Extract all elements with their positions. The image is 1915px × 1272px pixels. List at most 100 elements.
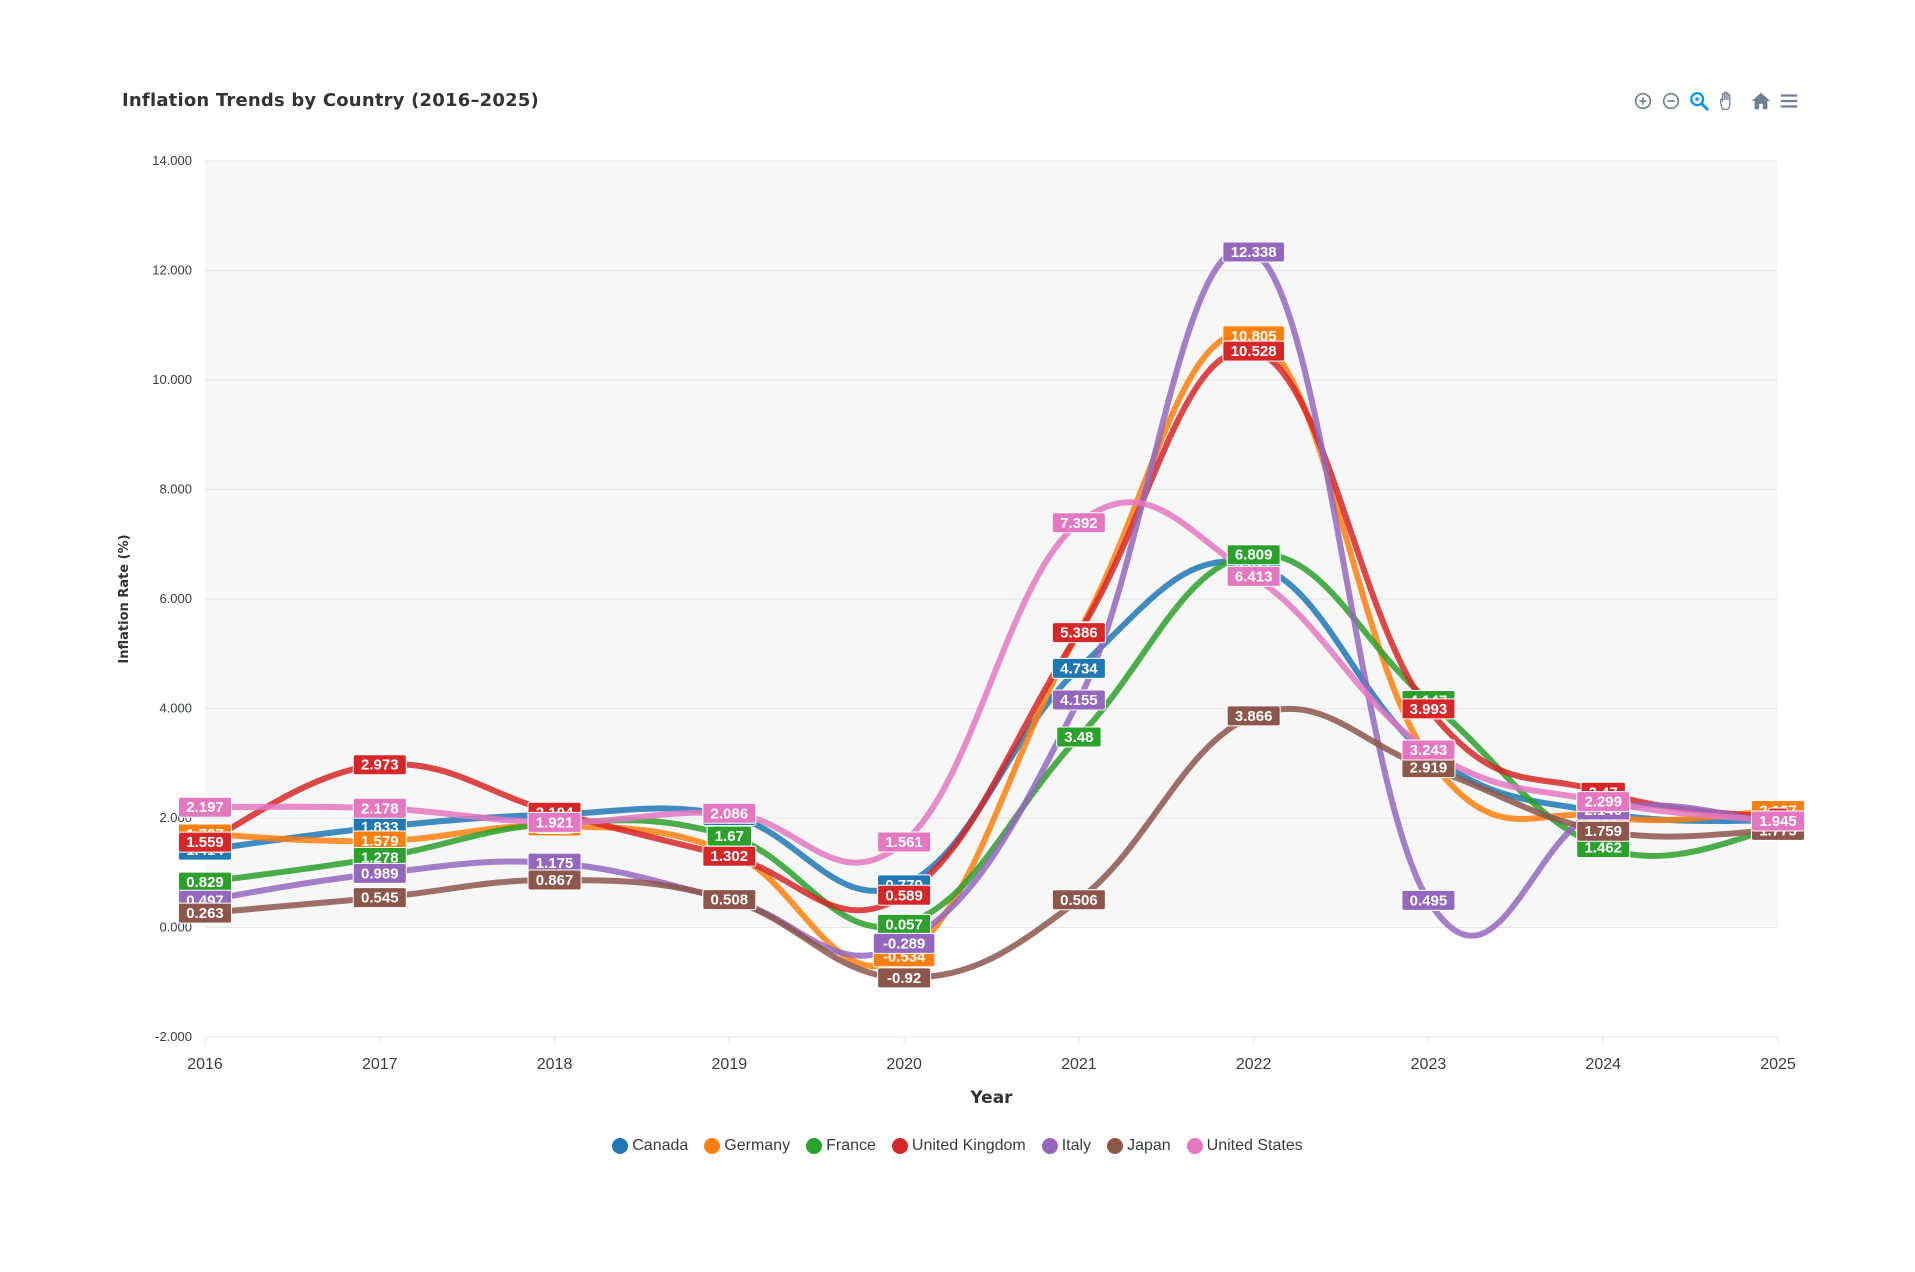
- data-label-bg: [352, 887, 407, 909]
- data-label-bg: [877, 967, 932, 989]
- data-label-text: 6.413: [1235, 568, 1273, 585]
- data-label-text: 0.506: [1060, 892, 1098, 909]
- data-label-text: 2.086: [711, 805, 749, 822]
- x-tick-label: 2016: [187, 1056, 223, 1073]
- legend-marker-icon: [612, 1138, 629, 1154]
- data-label-united-states: 2.086: [702, 802, 757, 824]
- data-label-text: 4.155: [1060, 692, 1098, 709]
- data-label-text: 3.993: [1410, 701, 1448, 718]
- data-label-text: 2.197: [186, 799, 224, 816]
- data-label-bg: [1226, 544, 1281, 566]
- reset-home-icon[interactable]: [1750, 90, 1772, 112]
- legend-label: Germany: [724, 1137, 791, 1154]
- data-label-text: 2.299: [1584, 794, 1622, 811]
- data-label-text: 2.178: [361, 800, 399, 817]
- data-label-bg: [1051, 689, 1106, 711]
- data-label-bg: [702, 889, 757, 911]
- data-label-japan: -0.92: [877, 967, 932, 989]
- x-tick-label: 2021: [1061, 1056, 1097, 1073]
- data-label-japan: 0.263: [178, 902, 232, 924]
- grid-band: [205, 599, 1778, 709]
- data-label-text: 1.559: [186, 834, 224, 851]
- data-label-text: 1.462: [1584, 839, 1622, 856]
- y-tick-label: 4.000: [159, 701, 192, 716]
- legend-label: France: [826, 1137, 876, 1154]
- pan-hand-icon[interactable]: [1716, 90, 1738, 112]
- data-label-france: 0.829: [178, 871, 232, 893]
- grid-band: [205, 270, 1778, 380]
- data-label-text: 1.579: [361, 833, 399, 850]
- data-label-text: 3.866: [1235, 708, 1273, 725]
- data-label-italy: 4.155: [1051, 689, 1106, 711]
- data-label-text: 0.495: [1410, 892, 1448, 909]
- legend-item-italy[interactable]: Italy: [1041, 1137, 1092, 1155]
- data-label-united-kingdom: 0.589: [877, 884, 932, 906]
- data-label-bg: [877, 884, 932, 906]
- data-label-text: 0.867: [536, 872, 574, 889]
- data-label-bg: [1226, 705, 1281, 727]
- data-label-text: 0.829: [186, 874, 224, 891]
- data-label-france: 3.48: [1056, 726, 1102, 748]
- data-label-text: 12.338: [1231, 244, 1277, 261]
- data-label-bg: [352, 797, 407, 819]
- data-label-united-states: 1.945: [1751, 810, 1805, 832]
- x-tick-label: 2017: [362, 1056, 398, 1073]
- y-tick-label: 14.000: [152, 153, 192, 168]
- data-label-bg: [178, 831, 232, 853]
- legend-marker-icon: [806, 1138, 823, 1154]
- data-label-text: 1.921: [536, 814, 574, 831]
- selection-zoom-icon[interactable]: [1688, 90, 1710, 112]
- chart-title: Inflation Trends by Country (2016–2025): [122, 90, 539, 111]
- x-tick-label: 2025: [1760, 1056, 1796, 1073]
- legend-label: United States: [1206, 1137, 1303, 1154]
- legend-label: United Kingdom: [911, 1137, 1026, 1154]
- zoom-out-icon[interactable]: [1660, 90, 1682, 112]
- legend-item-france[interactable]: France: [806, 1137, 876, 1155]
- legend: Canada Germany France United Kingdom Italy Ja…: [0, 1137, 1915, 1155]
- data-label-italy: 1.175: [527, 852, 582, 874]
- y-tick-label: 12.000: [152, 263, 192, 278]
- data-label-text: -0.289: [883, 935, 926, 952]
- data-label-text: -0.92: [887, 970, 921, 987]
- zoom-in-icon[interactable]: [1632, 90, 1654, 112]
- data-label-text: 1.561: [885, 834, 923, 851]
- data-label-italy: 0.989: [352, 862, 407, 884]
- legend-item-canada[interactable]: Canada: [612, 1137, 688, 1155]
- data-label-bg: [1751, 810, 1805, 832]
- data-label-bg: [1051, 889, 1106, 911]
- data-label-bg: [1401, 698, 1456, 720]
- data-label-bg: [1222, 241, 1285, 263]
- legend-marker-icon: [891, 1138, 908, 1154]
- legend-item-japan[interactable]: Japan: [1107, 1137, 1171, 1155]
- data-label-text: 1.302: [711, 848, 749, 865]
- legend-item-germany[interactable]: Germany: [704, 1137, 790, 1155]
- data-label-united-kingdom: 5.386: [1051, 622, 1106, 644]
- data-label-japan: 3.866: [1226, 705, 1281, 727]
- data-label-bg: [527, 811, 582, 833]
- x-tick-label: 2020: [886, 1056, 922, 1073]
- menu-icon[interactable]: [1778, 90, 1800, 112]
- data-label-france: 6.809: [1226, 544, 1281, 566]
- y-axis-title: Inflation Rate (%): [117, 534, 132, 663]
- data-label-united-kingdom: 1.559: [178, 831, 232, 853]
- y-tick-label: 8.000: [159, 482, 192, 497]
- data-label-bg: [1051, 512, 1106, 534]
- data-label-text: 1.278: [361, 850, 399, 867]
- data-label-text: 0.545: [361, 890, 399, 907]
- x-axis-title: Year: [969, 1088, 1013, 1108]
- series-line-japan: [202, 705, 1781, 981]
- data-label-united-states: 2.197: [178, 796, 232, 818]
- legend-item-united-states[interactable]: United States: [1186, 1137, 1303, 1155]
- data-label-united-states: 1.561: [877, 831, 932, 853]
- legend-label: Italy: [1061, 1137, 1092, 1154]
- data-label-bg: [1051, 657, 1106, 679]
- data-label-text: 2.919: [1410, 760, 1448, 777]
- legend-item-united-kingdom[interactable]: United Kingdom: [891, 1137, 1026, 1155]
- data-label-united-states: 1.921: [527, 811, 582, 833]
- data-label-bg: [178, 902, 232, 924]
- data-label-bg: [1401, 739, 1456, 761]
- series-line-united-states: [202, 499, 1781, 866]
- data-label-text: 0.589: [885, 887, 923, 904]
- data-label-text: 0.057: [885, 916, 923, 933]
- data-label-bg: [352, 862, 407, 884]
